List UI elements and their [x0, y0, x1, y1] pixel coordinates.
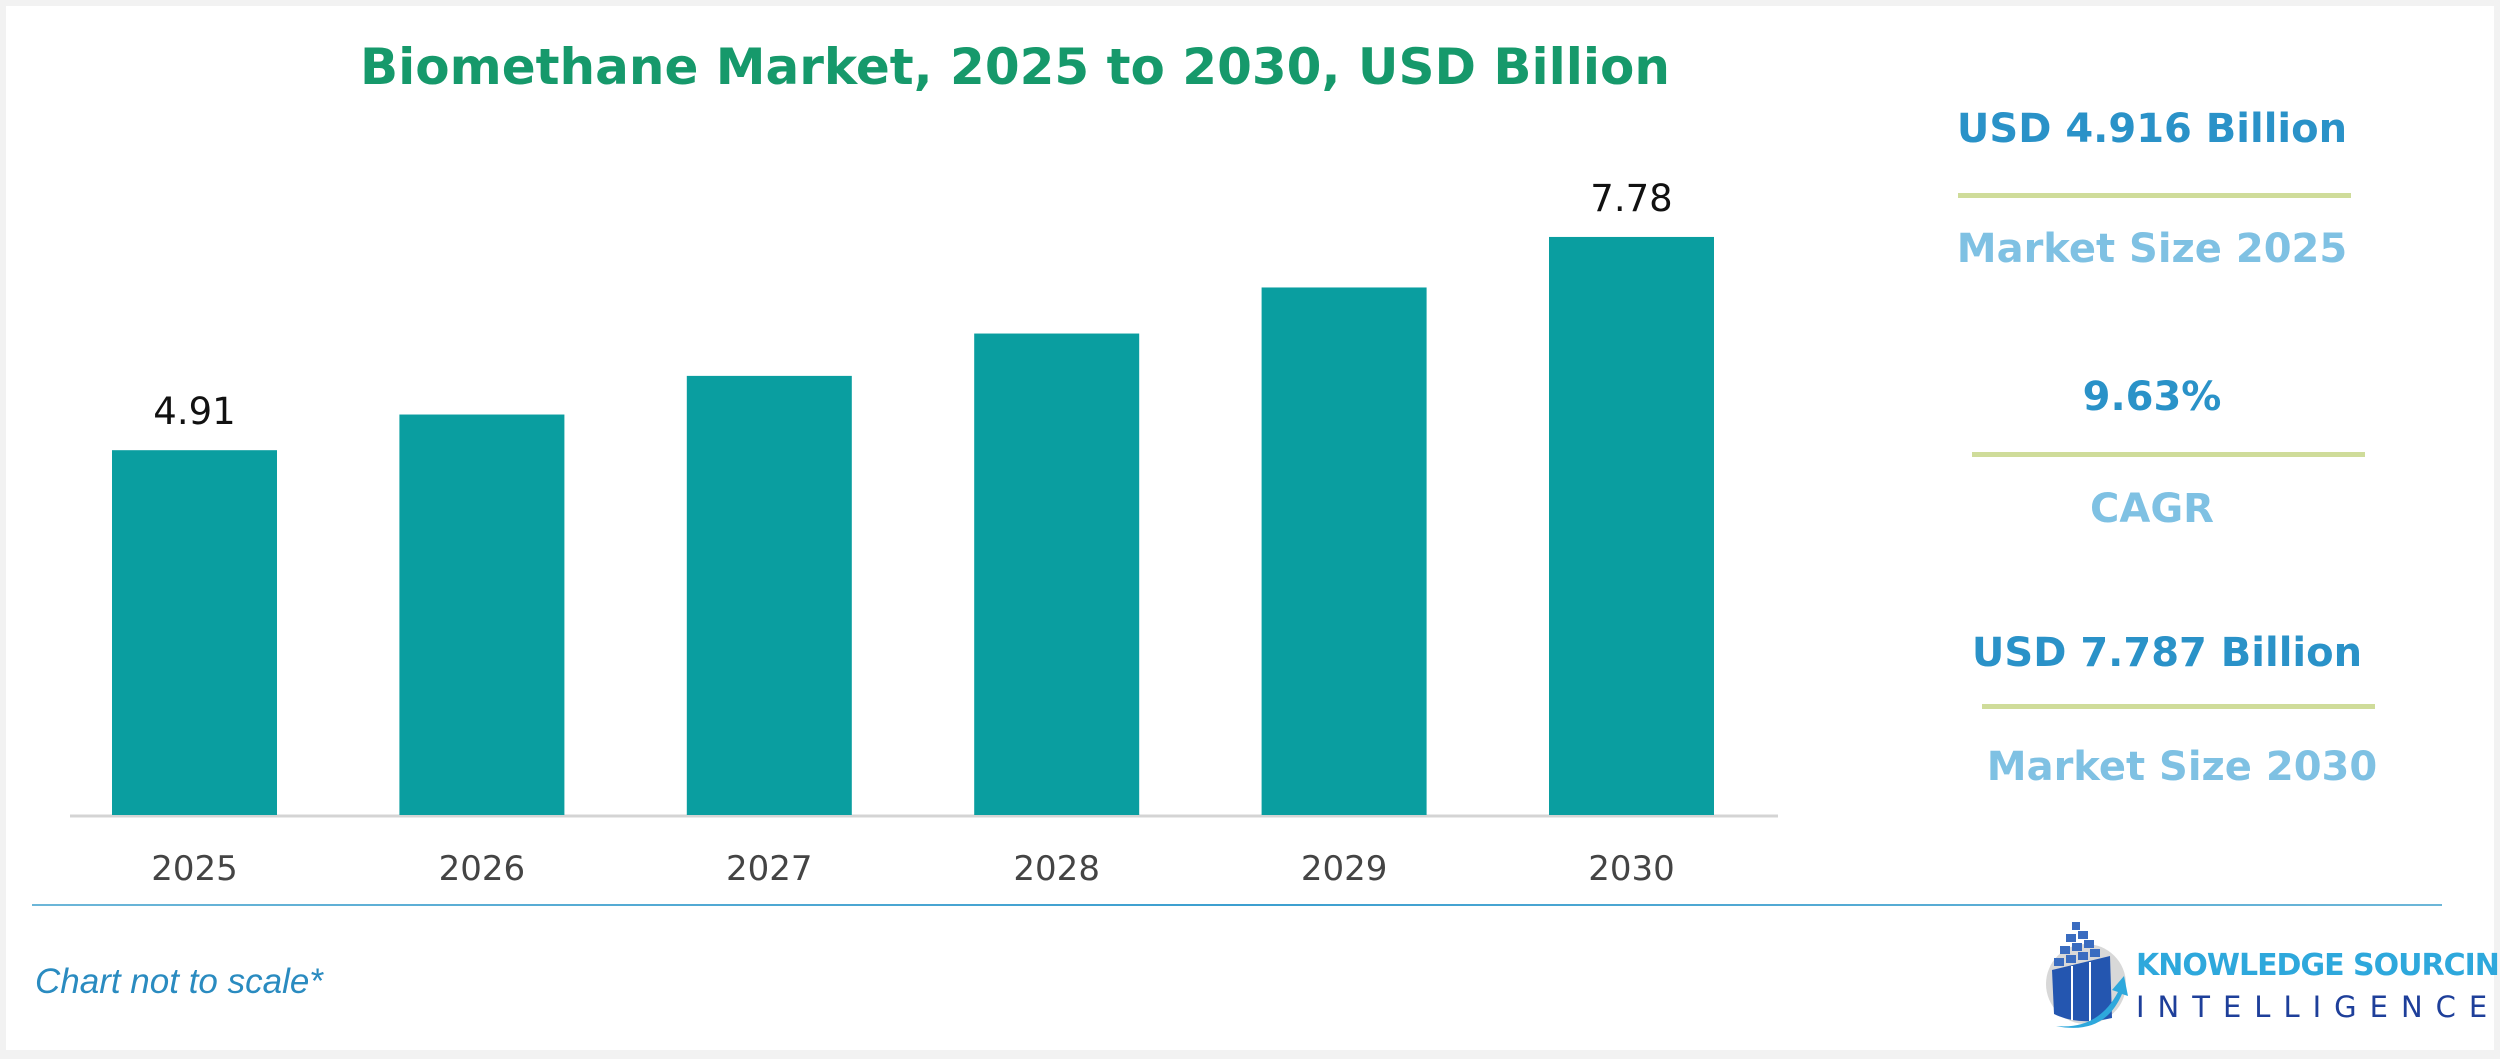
- logo-icon: [2046, 922, 2128, 1028]
- bar-2028: [974, 333, 1140, 815]
- market-size-2025-value: USD 4.916 Billion: [1956, 106, 2348, 152]
- market-size-2030-value: USD 7.787 Billion: [1971, 630, 2363, 676]
- chart-note: Chart not to scale*: [35, 962, 323, 1001]
- bar-2029: [1261, 287, 1427, 816]
- logo-text-line2: INTELLIGENCE: [2136, 990, 2500, 1024]
- cagr-value: 9.63%: [2082, 374, 2222, 420]
- x-tick-label: 2026: [439, 849, 526, 889]
- x-tick-label: 2025: [151, 849, 238, 889]
- bar-2025: [112, 450, 277, 815]
- data-label: 4.91: [153, 390, 235, 433]
- x-tick-label: 2030: [1588, 849, 1675, 889]
- bar-chart: 2025 4.91 2026 2027 2028 2029 2030 7.78: [70, 177, 1778, 889]
- market-size-2025-label: Market Size 2025: [1956, 226, 2348, 272]
- x-tick-label: 2028: [1013, 849, 1100, 889]
- logo-text-line1: KNOWLEDGE SOURCING: [2136, 948, 2500, 983]
- bar-2030: [1549, 236, 1714, 816]
- separator: [1982, 704, 2375, 709]
- x-tick-label: 2029: [1301, 849, 1388, 889]
- bar-2027: [686, 375, 852, 815]
- market-size-2030-label: Market Size 2030: [1986, 744, 2378, 790]
- x-tick-label: 2027: [726, 849, 813, 889]
- company-logo: KNOWLEDGE SOURCING INTELLIGENCE: [2038, 918, 2500, 1038]
- separator: [1972, 452, 2365, 457]
- separator: [1958, 193, 2351, 198]
- footer-divider: [32, 904, 2442, 906]
- cagr-label: CAGR: [2090, 486, 2214, 532]
- bar-2026: [399, 414, 565, 815]
- data-label: 7.78: [1590, 177, 1672, 220]
- chart-title: Biomethane Market, 2025 to 2030, USD Bil…: [360, 38, 1670, 96]
